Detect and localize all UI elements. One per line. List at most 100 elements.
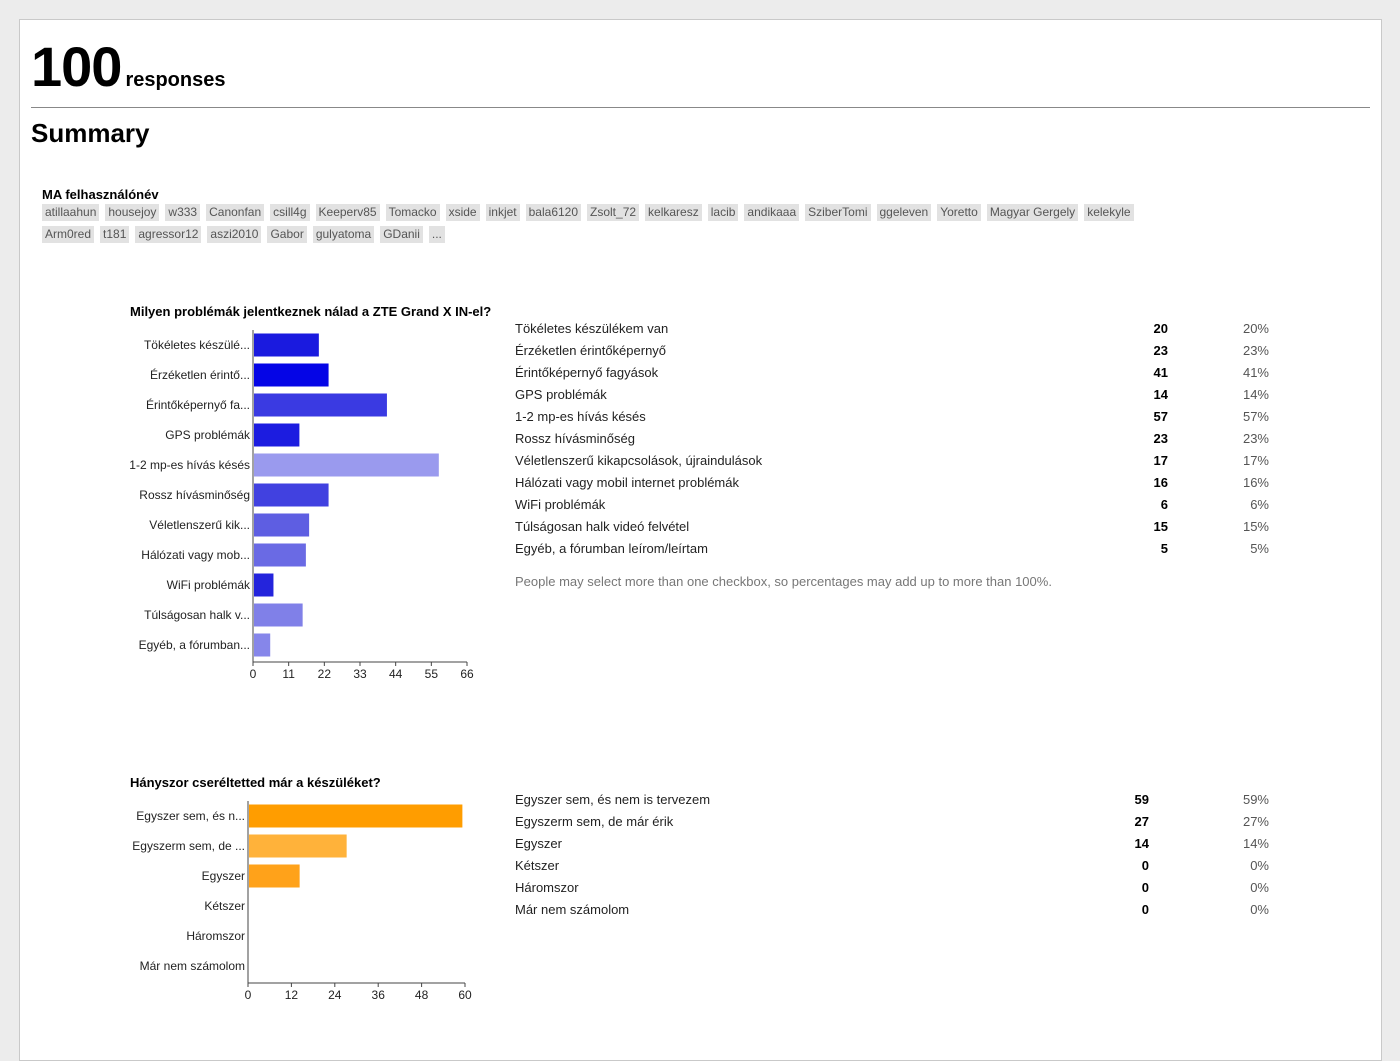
x-tick-label: 0 (245, 988, 252, 1002)
bar (254, 423, 300, 447)
table-row: GPS problémák 14 14% (515, 386, 1275, 408)
response-count-label: responses (125, 69, 226, 91)
row-percent: 27% (1242, 814, 1269, 829)
row-percent: 57% (1242, 409, 1269, 424)
username-chip: aszi2010 (207, 226, 262, 243)
q1-table: Tökéletes készülékem van 20 20% Érzéketlen … (515, 320, 1275, 562)
row-count: 0 (1141, 902, 1149, 917)
table-row: Rossz hívásminőség 23 23% (515, 430, 1275, 452)
username-chip: Zsolt_72 (587, 204, 640, 221)
table-row: Egyéb, a fórumban leírom/leírtam 5 5% (515, 540, 1275, 562)
x-tick-label: 22 (318, 667, 332, 681)
row-label: 1-2 mp-es hívás késés (515, 409, 646, 424)
category-label: Egyszerm sem, de ... (132, 839, 245, 853)
username-chip: housejoy (105, 204, 160, 221)
row-count: 59 (1134, 792, 1149, 807)
x-tick-label: 55 (425, 667, 439, 681)
username-chip: kelkaresz (645, 204, 702, 221)
q2-title: Hányszor cseréltetted már a készüléket? (130, 775, 381, 790)
category-label: WiFi problémák (167, 578, 251, 592)
username-chip: andikaaa (744, 204, 800, 221)
bar (254, 603, 303, 627)
table-row: Háromszor 0 0% (515, 879, 1275, 901)
category-label: Hálózati vagy mob... (141, 548, 250, 562)
category-label: Kétszer (204, 899, 245, 913)
category-label: 1-2 mp-es hívás késés (129, 458, 250, 472)
row-count: 16 (1153, 475, 1168, 490)
row-label: Háromszor (515, 880, 579, 895)
row-label: Kétszer (515, 858, 560, 873)
table-row: 1-2 mp-es hívás késés 57 57% (515, 408, 1275, 430)
q2-bar-chart: Egyszer sem, és n... Egyszerm sem, de ...… (132, 801, 472, 1002)
table-row: Egyszer sem, és nem is tervezem 59 59% (515, 791, 1275, 813)
summary-title: Summary (31, 118, 150, 148)
x-tick-label: 66 (460, 667, 474, 681)
row-count: 14 (1153, 387, 1168, 402)
header-divider (31, 107, 1370, 108)
row-percent: 23% (1242, 343, 1269, 358)
row-percent: 20% (1242, 321, 1269, 336)
row-percent: 6% (1250, 497, 1269, 512)
row-count: 14 (1134, 836, 1149, 851)
row-percent: 17% (1242, 453, 1269, 468)
row-percent: 0% (1250, 858, 1269, 873)
row-percent: 0% (1250, 902, 1269, 917)
table-row: Egyszer 14 14% (515, 835, 1275, 857)
table-row: Egyszerm sem, de már érik 27 27% (515, 813, 1275, 835)
row-percent: 14% (1242, 387, 1269, 402)
row-label: Rossz hívásminőség (515, 431, 635, 446)
row-count: 17 (1153, 453, 1168, 468)
username-chip: Canonfan (206, 204, 265, 221)
bar (254, 483, 329, 507)
q1-note: People may select more than one checkbox… (515, 574, 1052, 589)
username-chip: Gabor (267, 226, 307, 243)
username-chip: SziberTomi (805, 204, 871, 221)
bar (254, 633, 271, 657)
bar (254, 453, 439, 477)
row-count: 23 (1153, 343, 1168, 358)
category-label: Tökéletes készülé... (144, 338, 250, 352)
row-count: 5 (1160, 541, 1168, 556)
username-chip: Arm0red (42, 226, 95, 243)
category-label: Érintőképernyő fa... (146, 397, 250, 412)
row-percent: 16% (1242, 475, 1269, 490)
table-row: Hálózati vagy mobil internet problémák 16… (515, 474, 1275, 496)
row-count: 27 (1134, 814, 1149, 829)
row-label: Tökéletes készülékem van (515, 321, 669, 336)
row-count: 15 (1153, 519, 1168, 534)
username-chip: lacib (707, 204, 739, 221)
category-label: GPS problémák (165, 428, 251, 442)
x-tick-label: 48 (415, 988, 429, 1002)
table-row: Véletlenszerű kikapcsolások, újraindulás… (515, 452, 1275, 474)
category-label: Már nem számolom (140, 959, 245, 973)
row-count: 41 (1153, 365, 1168, 380)
table-row: Már nem számolom 0 0% (515, 901, 1275, 923)
response-count-number: 100 (31, 35, 122, 98)
username-chip: gulyatoma (312, 226, 375, 243)
bar (249, 834, 347, 858)
row-percent: 41% (1242, 365, 1269, 380)
username-chip: Tomacko (385, 204, 440, 221)
row-percent: 59% (1242, 792, 1269, 807)
username-chip: t181 (100, 226, 130, 243)
results-sheet: 100 responses Summary MA felhasználónév a… (19, 19, 1382, 1061)
q2-table: Egyszer sem, és nem is tervezem 59 59% Egys… (515, 791, 1275, 923)
category-label: Egyszer (202, 869, 245, 883)
table-row: Kétszer 0 0% (515, 857, 1275, 879)
row-percent: 23% (1242, 431, 1269, 446)
row-count: 0 (1141, 880, 1149, 895)
category-label: Érzéketlen érintő... (150, 367, 250, 382)
row-count: 20 (1153, 321, 1168, 336)
x-tick-label: 44 (389, 667, 403, 681)
row-count: 0 (1141, 858, 1149, 873)
username-chip: agressor12 (135, 226, 202, 243)
username-question: MA felhasználónév (42, 187, 159, 202)
x-tick-label: 33 (353, 667, 367, 681)
category-label: Egyéb, a fórumban... (139, 638, 250, 652)
username-chip: atillaahun (42, 204, 100, 221)
row-label: Egyéb, a fórumban leírom/leírtam (515, 541, 708, 556)
row-label: Érintőképernyő fagyások (515, 365, 659, 380)
x-tick-label: 11 (282, 667, 295, 681)
row-label: Egyszer (515, 836, 562, 851)
table-row: Érzéketlen érintőképernyő 23 23% (515, 342, 1275, 364)
